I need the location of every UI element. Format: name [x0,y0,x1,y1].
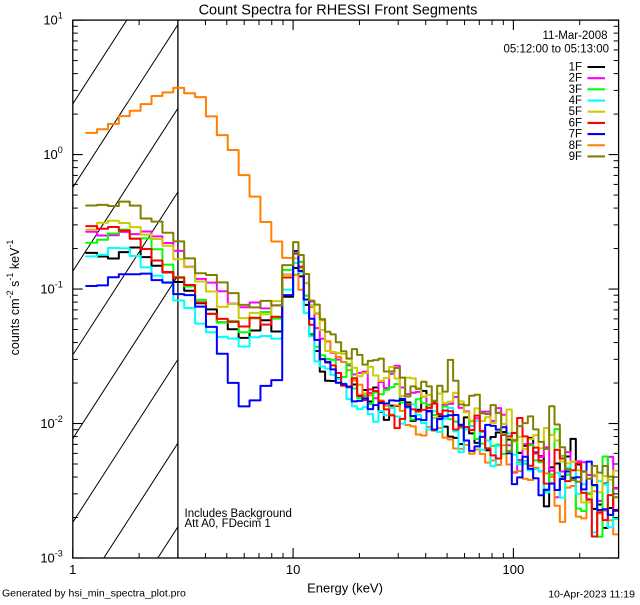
svg-text:Att A0, FDecim 1: Att A0, FDecim 1 [185,518,271,530]
svg-text:11-Mar-2008: 11-Mar-2008 [543,30,608,42]
svg-text:10-Apr-2023 11:19: 10-Apr-2023 11:19 [548,588,635,600]
svg-text:Count Spectra for RHESSI Front: Count Spectra for RHESSI Front Segments [199,3,478,19]
svg-text:Energy (keV): Energy (keV) [307,581,383,596]
svg-text:100: 100 [503,562,525,577]
svg-text:1: 1 [69,562,76,577]
svg-text:9F: 9F [569,151,582,163]
svg-text:05:12:00 to 05:13:00: 05:12:00 to 05:13:00 [503,44,609,56]
svg-text:10: 10 [286,562,300,577]
svg-text:Generated by hsi_min_spectra_p: Generated by hsi_min_spectra_plot.pro [2,588,186,600]
